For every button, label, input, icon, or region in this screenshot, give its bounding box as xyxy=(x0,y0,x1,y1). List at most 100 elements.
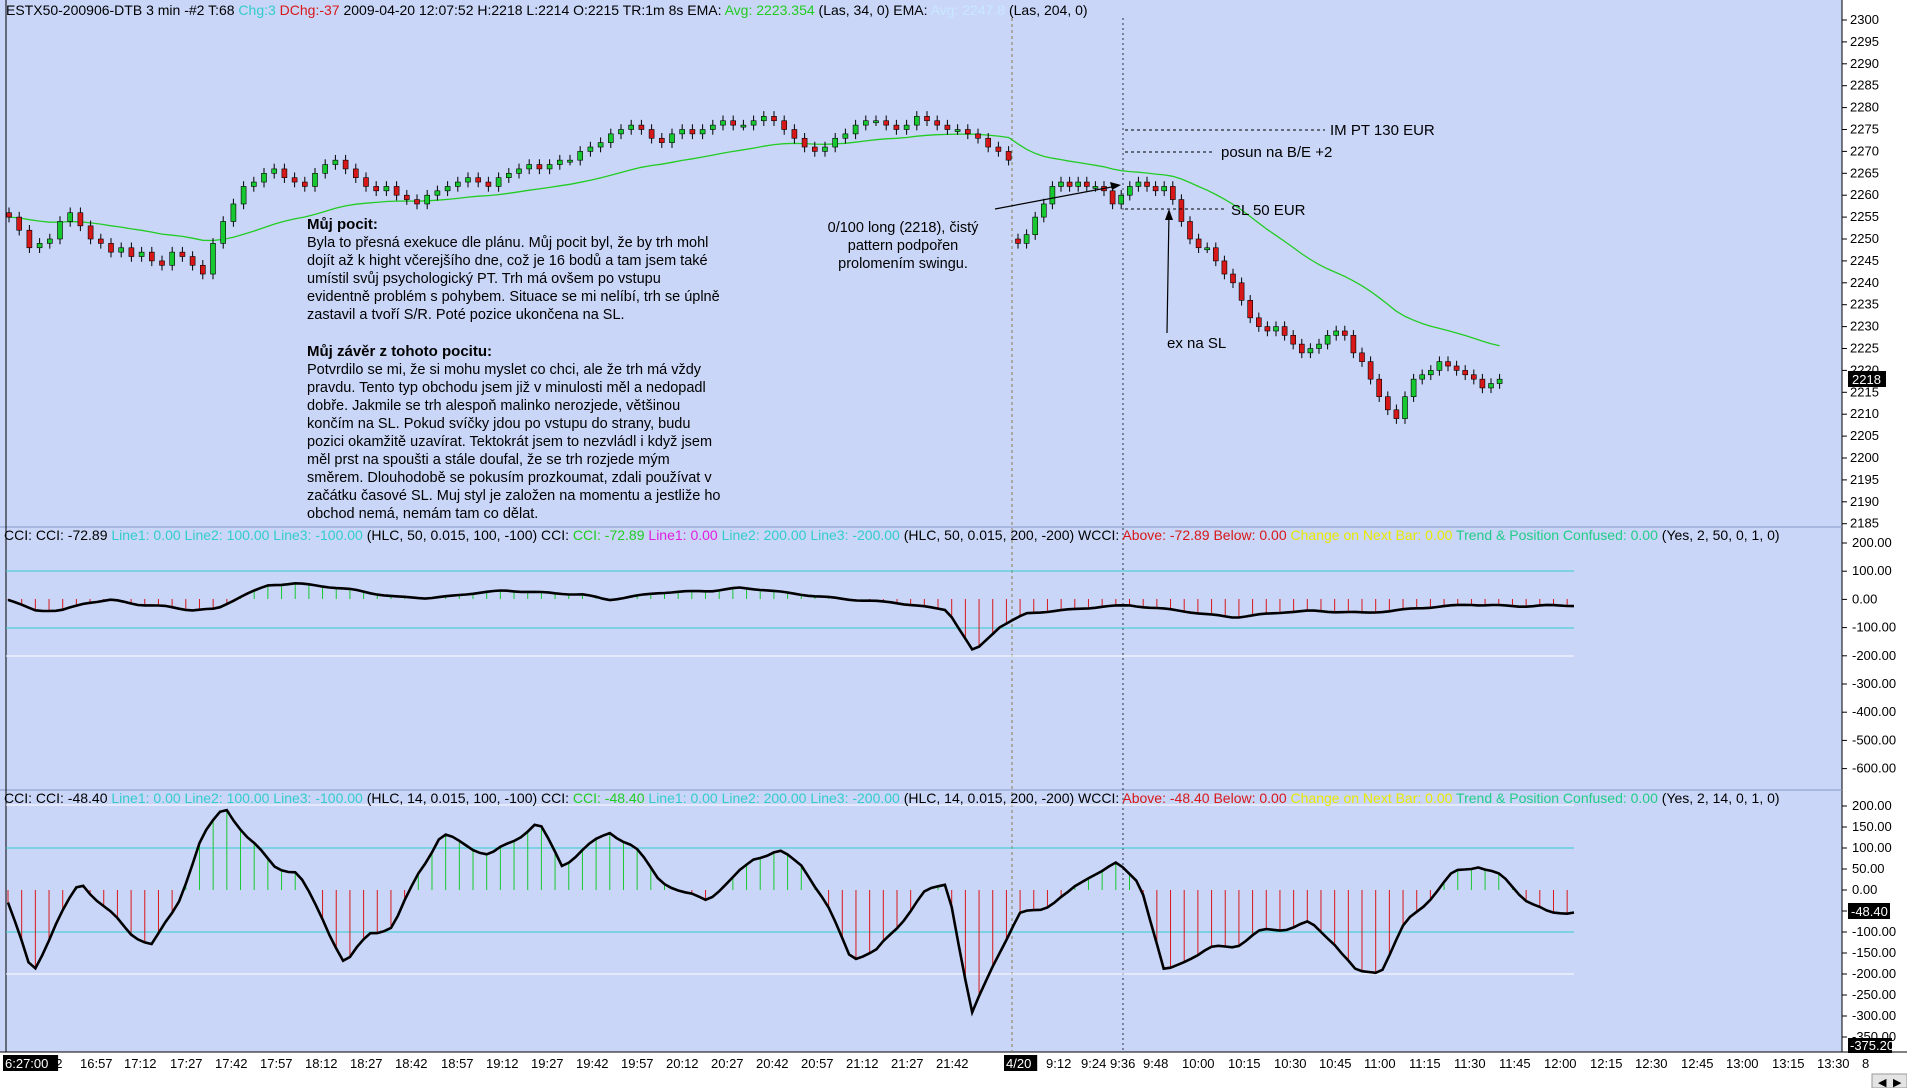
candle-body[interactable] xyxy=(587,146,594,152)
candle-body[interactable] xyxy=(1204,247,1210,251)
candle-body[interactable] xyxy=(1385,396,1391,411)
candle-body[interactable] xyxy=(883,120,890,126)
candle-body[interactable] xyxy=(944,124,951,130)
candle-body[interactable] xyxy=(1075,181,1081,187)
candle-body[interactable] xyxy=(781,120,788,130)
candle-body[interactable] xyxy=(1144,181,1150,187)
candle-body[interactable] xyxy=(373,186,380,192)
candle-body[interactable] xyxy=(1281,326,1288,336)
candle-body[interactable] xyxy=(393,186,400,196)
candle-body[interactable] xyxy=(791,129,798,139)
candle-body[interactable] xyxy=(924,116,930,122)
candle-body[interactable] xyxy=(689,129,696,135)
candle-body[interactable] xyxy=(1488,383,1494,389)
candle-body[interactable] xyxy=(1299,343,1305,354)
candle-body[interactable] xyxy=(1084,181,1090,187)
candle-body[interactable] xyxy=(709,124,716,130)
candle-body[interactable] xyxy=(1109,190,1116,205)
candle-body[interactable] xyxy=(934,120,941,126)
candle-body[interactable] xyxy=(536,164,543,170)
candle-body[interactable] xyxy=(628,124,635,130)
candle-body[interactable] xyxy=(118,247,124,253)
candle-body[interactable] xyxy=(1428,370,1434,376)
horizontal-scrollbar[interactable]: ◀ ▶ xyxy=(1871,1073,1907,1088)
candle-body[interactable] xyxy=(414,199,420,205)
candle-body[interactable] xyxy=(6,212,12,218)
candle-body[interactable] xyxy=(424,194,431,205)
candle-body[interactable] xyxy=(1324,335,1331,345)
candle-body[interactable] xyxy=(1256,317,1262,327)
candle-body[interactable] xyxy=(332,159,339,165)
candle-body[interactable] xyxy=(638,124,645,130)
candle-body[interactable] xyxy=(1092,186,1099,189)
candle-body[interactable] xyxy=(618,129,624,135)
candle-body[interactable] xyxy=(1436,361,1443,371)
candle-body[interactable] xyxy=(495,177,502,187)
candle-body[interactable] xyxy=(240,186,247,205)
candle-body[interactable] xyxy=(1264,326,1271,332)
candle-body[interactable] xyxy=(1178,199,1185,222)
candle-body[interactable] xyxy=(505,173,512,178)
candle-body[interactable] xyxy=(1359,352,1365,362)
candle-body[interactable] xyxy=(271,168,278,174)
candle-body[interactable] xyxy=(77,212,84,227)
candle-body[interactable] xyxy=(1127,186,1133,196)
candle-body[interactable] xyxy=(1376,378,1382,397)
candle-body[interactable] xyxy=(1410,378,1417,397)
candlesticks[interactable] xyxy=(6,111,1503,424)
candle-body[interactable] xyxy=(1230,273,1236,284)
candle-body[interactable] xyxy=(485,181,492,187)
candle-body[interactable] xyxy=(1367,361,1374,380)
candle-body[interactable] xyxy=(822,146,828,152)
price-axis[interactable]: 2300 2295 2290 2285 2280 2275 2270 2265 2260 2255… xyxy=(1842,12,1879,531)
candle-body[interactable] xyxy=(730,120,737,126)
candle-body[interactable] xyxy=(159,260,165,266)
candle-body[interactable] xyxy=(363,177,369,187)
time-axis[interactable]: 6:27:00 42 16:57 17:12 17:27 17:42 17:57 18:12 1… xyxy=(3,1055,1869,1071)
candle-body[interactable] xyxy=(1453,365,1460,371)
candle-body[interactable] xyxy=(567,159,573,163)
candle-body[interactable] xyxy=(179,251,186,257)
candle-body[interactable] xyxy=(200,264,206,275)
candle-body[interactable] xyxy=(852,124,859,135)
candle-body[interactable] xyxy=(750,120,757,126)
candle-body[interactable] xyxy=(475,177,482,183)
scroll-right-icon[interactable]: ▶ xyxy=(1893,1077,1902,1088)
candle-body[interactable] xyxy=(403,194,410,200)
candle-body[interactable] xyxy=(220,221,226,244)
candle-body[interactable] xyxy=(57,221,63,240)
candle-body[interactable] xyxy=(281,168,288,178)
candle-body[interactable] xyxy=(1152,186,1159,192)
candle-body[interactable] xyxy=(1471,374,1477,380)
candle-body[interactable] xyxy=(1187,221,1193,240)
candle-body[interactable] xyxy=(87,225,94,240)
candle-body[interactable] xyxy=(1273,326,1279,332)
candle-body[interactable] xyxy=(352,168,359,178)
candle-body[interactable] xyxy=(597,142,604,148)
candle-body[interactable] xyxy=(771,116,777,122)
candle-body[interactable] xyxy=(383,186,390,192)
candle-body[interactable] xyxy=(1005,151,1012,161)
candle-body[interactable] xyxy=(1066,181,1073,187)
candle-body[interactable] xyxy=(873,120,879,124)
candle-body[interactable] xyxy=(312,173,318,187)
candle-body[interactable] xyxy=(903,124,910,130)
candle-body[interactable] xyxy=(128,247,135,257)
candle-body[interactable] xyxy=(1342,330,1348,336)
candle-body[interactable] xyxy=(454,181,461,187)
candle-body[interactable] xyxy=(98,238,104,244)
candle-body[interactable] xyxy=(893,124,900,130)
candle-body[interactable] xyxy=(811,146,818,152)
candle-body[interactable] xyxy=(251,181,257,187)
candle-body[interactable] xyxy=(434,190,441,196)
candle-body[interactable] xyxy=(26,229,33,249)
candle-body[interactable] xyxy=(1333,330,1339,336)
candle-body[interactable] xyxy=(648,129,655,139)
candle-body[interactable] xyxy=(669,133,675,143)
candle-body[interactable] xyxy=(16,216,23,231)
candle-body[interactable] xyxy=(1496,378,1503,384)
candle-body[interactable] xyxy=(1015,238,1021,244)
candle-body[interactable] xyxy=(230,203,237,222)
candle-body[interactable] xyxy=(1290,335,1296,345)
